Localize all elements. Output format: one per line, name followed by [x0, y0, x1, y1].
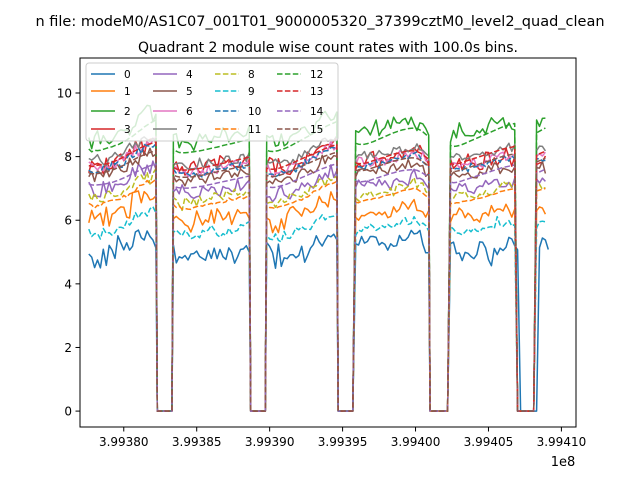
- legend-label: 7: [186, 124, 193, 136]
- x-tick-label: 3.99390: [245, 435, 295, 449]
- y-tick-label: 2: [64, 341, 72, 355]
- x-tick-label: 3.99380: [99, 435, 149, 449]
- y-tick-label: 6: [64, 214, 72, 228]
- legend-label: 15: [310, 124, 323, 136]
- legend-box: [85, 62, 339, 142]
- legend-label: 12: [310, 69, 323, 81]
- y-tick-label: 4: [64, 277, 72, 291]
- series-line-15: [88, 149, 546, 412]
- x-tick-label: 3.99405: [464, 435, 514, 449]
- series-line-9: [88, 205, 546, 412]
- y-tick-label: 10: [57, 86, 72, 100]
- legend-label: 14: [310, 106, 324, 118]
- legend-label: 9: [248, 86, 255, 98]
- legend-label: 1: [124, 86, 131, 98]
- x-offset-label: 1e8: [551, 455, 576, 470]
- legend-label: 10: [248, 106, 261, 118]
- legend-label: 0: [124, 69, 131, 81]
- legend-label: 4: [186, 69, 193, 81]
- legend-label: 2: [124, 106, 131, 118]
- legend-label: 6: [186, 106, 193, 118]
- legend-label: 3: [124, 124, 131, 136]
- plot-frame: [79, 57, 577, 428]
- x-tick-label: 3.99385: [172, 435, 222, 449]
- x-tick-label: 3.99400: [391, 435, 441, 449]
- legend-label: 13: [310, 86, 323, 98]
- x-tick-label: 3.99410: [537, 435, 587, 449]
- y-tick-label: 0: [64, 405, 72, 419]
- chart-title: Quadrant 2 module wise count rates with …: [138, 40, 518, 56]
- legend-label: 5: [186, 86, 193, 98]
- legend-label: 8: [248, 69, 255, 81]
- x-tick-label: 3.99395: [318, 435, 368, 449]
- y-tick-label: 8: [64, 150, 72, 164]
- y-axis: 0 2 4 6 8 10: [57, 86, 80, 419]
- legend-label: 11: [248, 124, 261, 136]
- figure-suptitle: n file: modeM0/AS1C07_001T01_9000005320_…: [35, 14, 604, 30]
- series-layer: [88, 104, 550, 412]
- x-axis: 3.99380 3.99385 3.99390 3.99395 3.99400 3.994…: [99, 427, 586, 449]
